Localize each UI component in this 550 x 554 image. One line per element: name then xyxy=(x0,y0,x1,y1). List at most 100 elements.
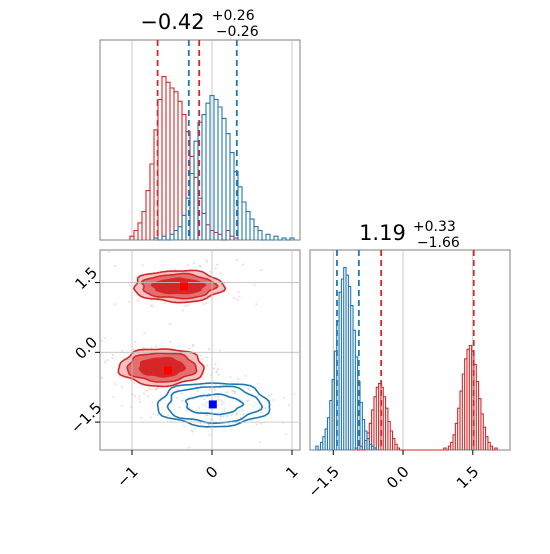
scatter-point xyxy=(188,396,191,398)
scatter-point xyxy=(204,405,207,408)
scatter-point xyxy=(226,391,228,394)
scatter-point xyxy=(156,414,159,417)
scatter-point xyxy=(233,297,235,299)
contour-line xyxy=(132,269,227,304)
scatter-point xyxy=(104,361,106,364)
scatter-point xyxy=(187,264,189,266)
scatter-point xyxy=(192,343,194,346)
scatter-point xyxy=(210,418,212,421)
scatter-point xyxy=(221,400,223,403)
scatter-point xyxy=(216,263,219,266)
scatter-point xyxy=(181,399,184,402)
scatter-point xyxy=(235,412,238,415)
scatter-point xyxy=(169,341,172,343)
scatter-point xyxy=(247,399,250,402)
scatter-point xyxy=(153,413,155,415)
scatter-point xyxy=(202,303,205,305)
contour-fill xyxy=(139,357,186,377)
scatter-point xyxy=(136,293,139,296)
scatter-point xyxy=(223,401,225,404)
scatter-point xyxy=(192,398,195,400)
scatter-point xyxy=(242,400,244,403)
hist-series-0 xyxy=(354,344,498,451)
scatter-point xyxy=(193,427,196,430)
contour-levels xyxy=(117,269,271,428)
hist-param2-xticks: −1.5 0.0 1.5 xyxy=(304,450,482,501)
hist-panel-param2: −1.5 0.0 1.5 1.19 +0.33 −1.66 xyxy=(304,219,511,501)
scatter-point xyxy=(231,390,233,392)
scatter-point xyxy=(198,378,201,380)
scatter-point xyxy=(258,407,261,409)
scatter-point xyxy=(199,422,202,424)
xtick-label: 1 xyxy=(282,463,301,482)
scatter-point xyxy=(206,414,209,417)
scatter-point xyxy=(227,394,229,397)
scatter-point xyxy=(219,272,222,275)
scatter-point xyxy=(251,419,253,421)
scatter-point xyxy=(234,390,237,393)
scatter-point xyxy=(200,396,203,398)
scatter-point xyxy=(146,389,148,392)
scatter-point xyxy=(192,262,195,265)
scatter-point xyxy=(227,422,230,425)
scatter-point xyxy=(267,394,270,396)
scatter-point xyxy=(238,295,241,298)
scatter-point xyxy=(272,399,275,401)
hist-series-1 xyxy=(315,267,377,451)
scatter-point xyxy=(130,406,133,408)
hist-panel-param1: −0.42 +0.26 −0.26 xyxy=(99,8,301,241)
scatter-point xyxy=(150,347,153,349)
scatter-point xyxy=(285,433,287,435)
scatter-point xyxy=(131,393,134,395)
scatter-point xyxy=(237,377,239,380)
scatter-point xyxy=(128,300,131,303)
scatter-point xyxy=(223,407,226,410)
scatter-point xyxy=(160,246,162,248)
scatter-point xyxy=(293,393,296,395)
scatter-point xyxy=(222,415,225,418)
hist-param2-steps xyxy=(315,267,498,451)
scatter-point xyxy=(138,395,141,397)
scatter-point xyxy=(128,284,131,286)
scatter-point xyxy=(151,401,154,404)
scatter-point xyxy=(236,299,239,301)
scatter-point xyxy=(176,397,178,399)
ytick-label: 0.0 xyxy=(71,333,101,363)
scatter-point xyxy=(237,290,240,293)
title-sub: −0.26 xyxy=(216,24,259,40)
scatter-point xyxy=(247,387,249,390)
scatter-point xyxy=(216,368,219,371)
scatter-point xyxy=(138,400,141,403)
scatter-point xyxy=(216,399,218,402)
scatter-point xyxy=(101,376,103,379)
contour-line xyxy=(150,277,207,295)
scatter-point xyxy=(207,423,210,425)
scatter-point xyxy=(260,411,263,414)
scatter-point xyxy=(209,271,211,273)
contour-line xyxy=(138,356,187,378)
contour-grid xyxy=(100,250,300,450)
scatter-point xyxy=(206,395,209,398)
scatter-point xyxy=(215,267,217,270)
scatter-point xyxy=(178,406,181,409)
scatter-point xyxy=(235,413,238,416)
scatter-point xyxy=(142,347,145,349)
scatter-point xyxy=(240,417,242,419)
contour-markers xyxy=(164,282,217,409)
scatter-point xyxy=(142,264,145,267)
scatter-point xyxy=(244,375,247,377)
scatter-point xyxy=(239,399,241,401)
scatter-point xyxy=(176,389,178,391)
scatter-point xyxy=(246,400,248,402)
scatter-point xyxy=(192,345,194,347)
scatter-point xyxy=(217,395,220,398)
scatter-point xyxy=(226,415,228,418)
scatter-point xyxy=(206,364,209,367)
scatter-point xyxy=(214,363,217,366)
hist-param2-grid xyxy=(332,250,474,450)
scatter-point xyxy=(226,414,229,417)
hist-series-1 xyxy=(153,95,295,241)
scatter-point xyxy=(242,263,245,266)
scatter-point xyxy=(250,396,253,398)
scatter-point xyxy=(108,250,110,253)
